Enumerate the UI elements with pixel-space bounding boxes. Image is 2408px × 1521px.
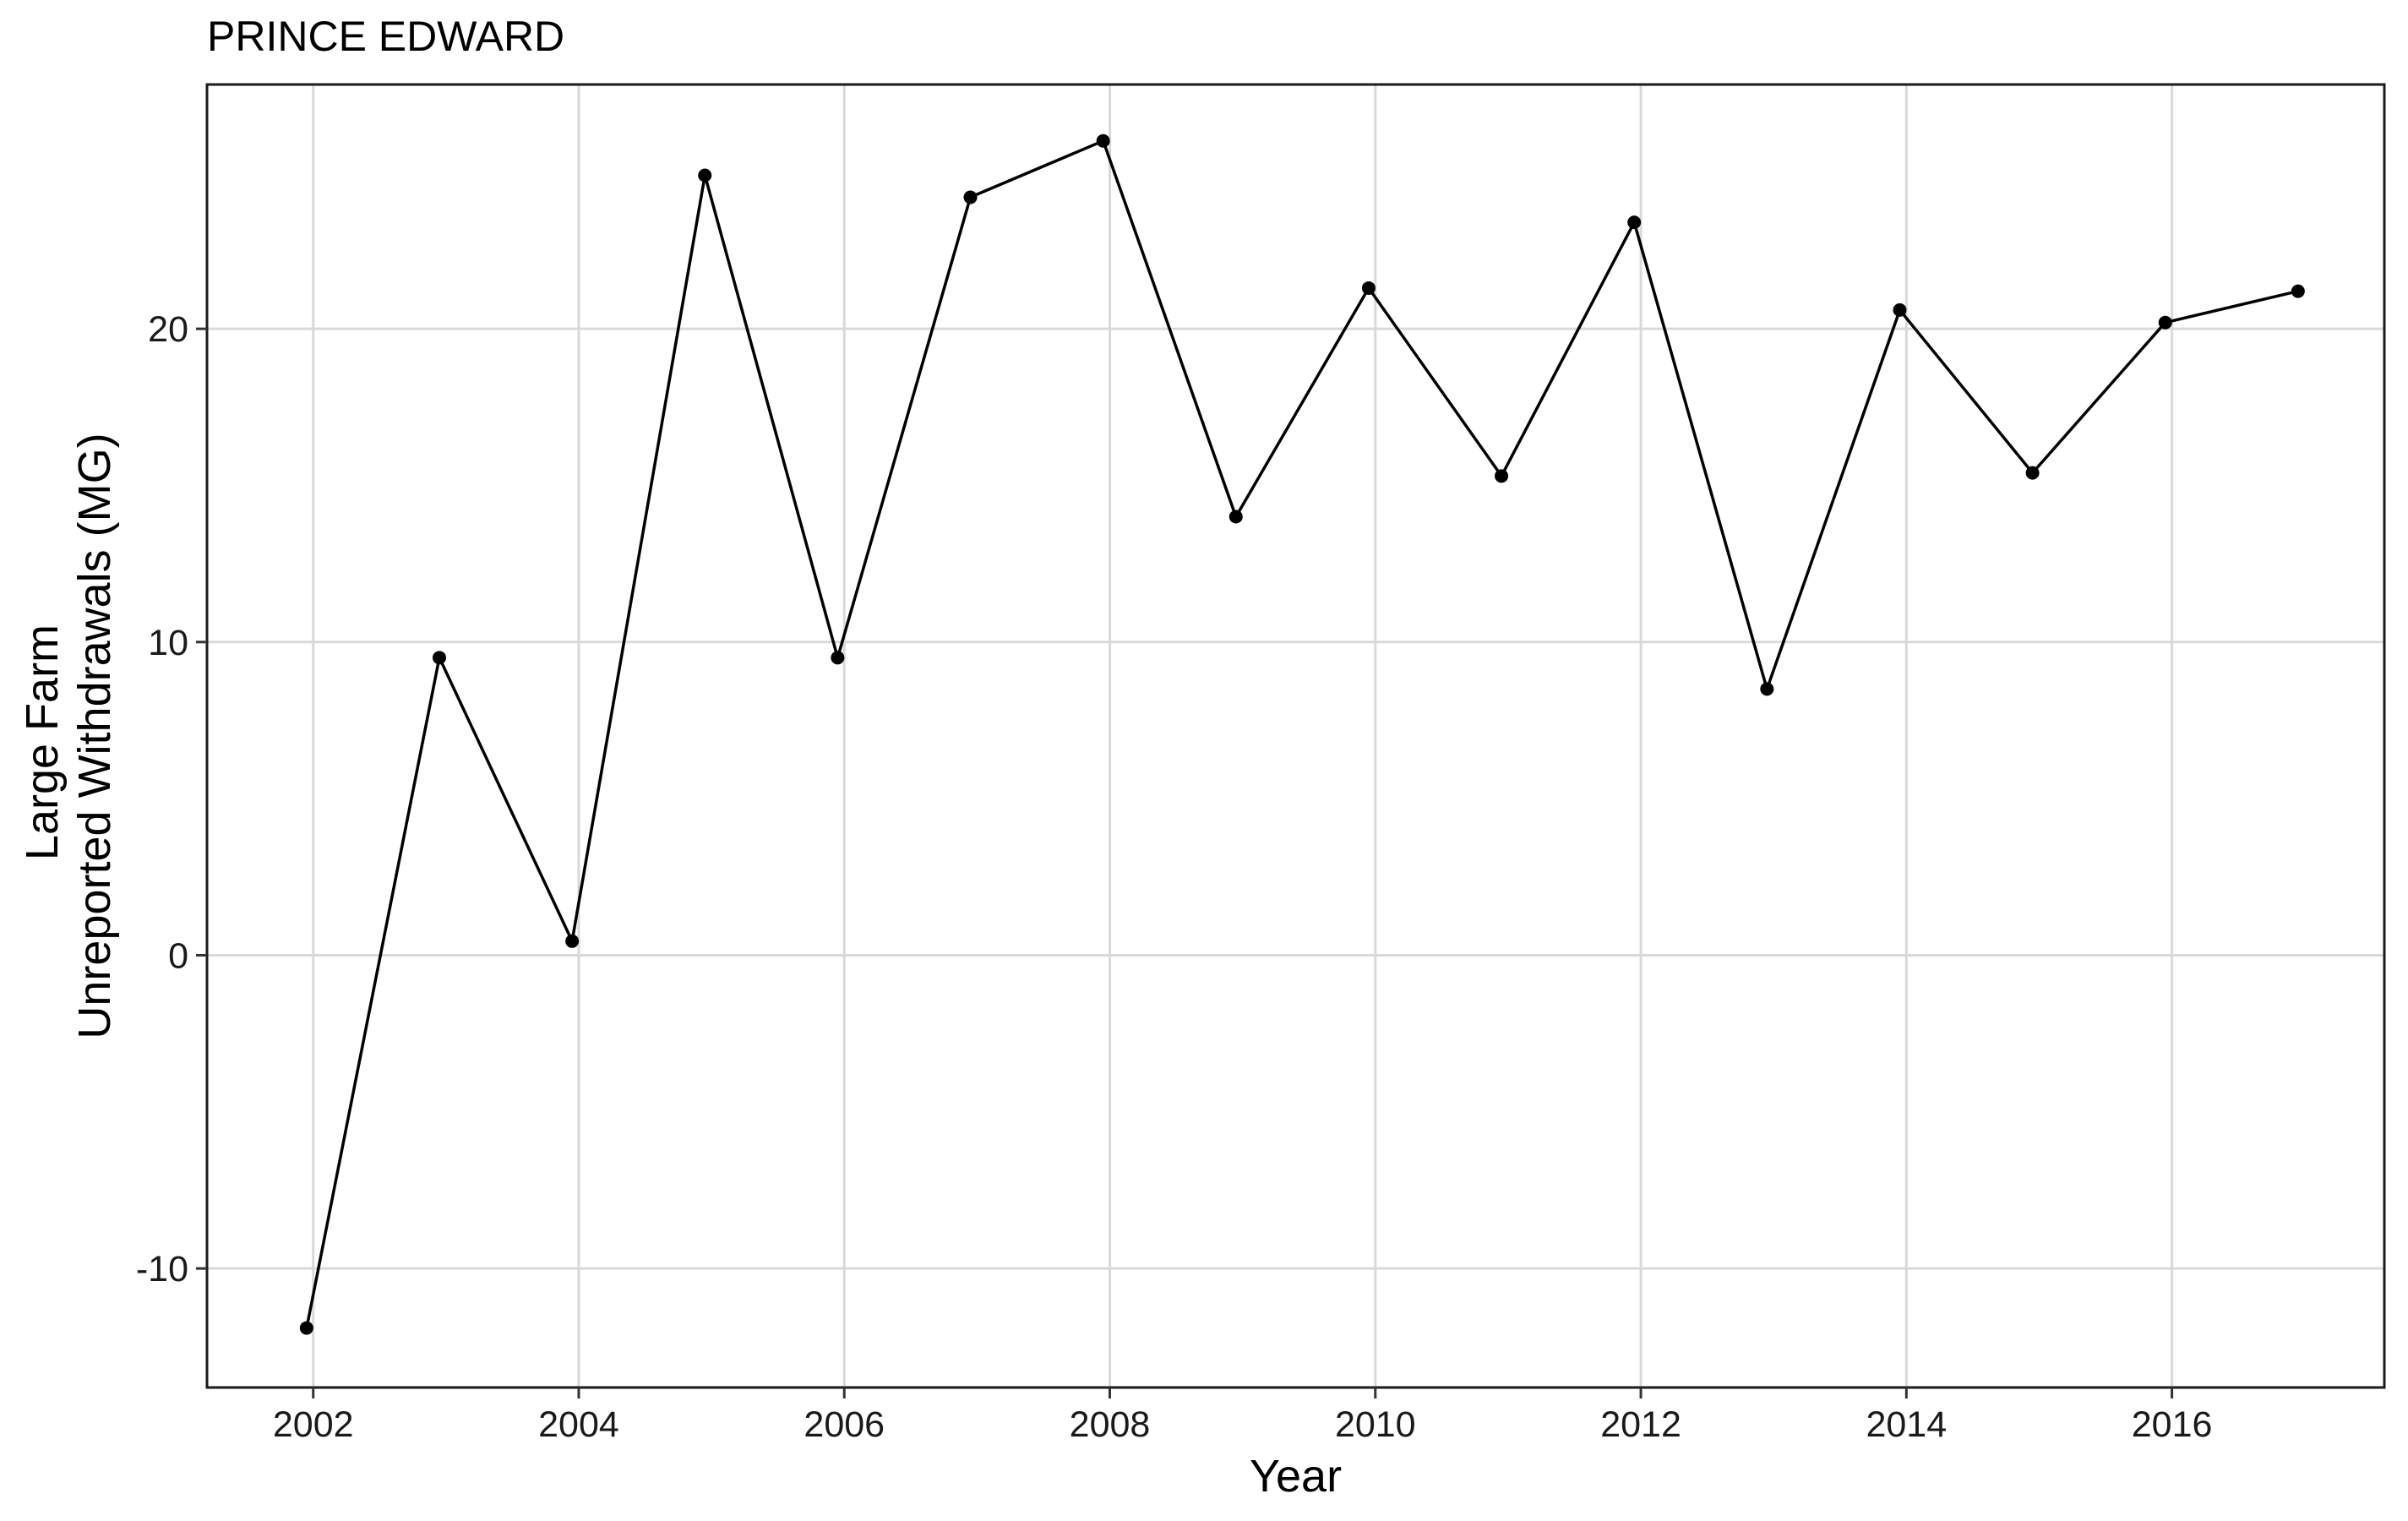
x-axis-title: Year [1250,1451,1342,1502]
x-tick-label: 2008 [1070,1404,1151,1445]
data-point [1096,134,1110,148]
data-point [1361,281,1376,295]
x-tick-label: 2012 [1600,1404,1681,1445]
data-point [1495,469,1509,483]
y-axis-title: Large Farm Unreported Withdrawals (MG) [17,433,120,1039]
y-axis-title-line-1: Large Farm [17,624,68,860]
data-point [1760,682,1774,696]
y-axis-title-line-2: Unreported Withdrawals (MG) [69,433,120,1039]
data-point [2291,284,2305,298]
data-point [432,651,446,665]
axis-ticks [196,327,2174,1398]
grid [207,84,2384,1387]
x-tick-label: 2016 [2132,1404,2213,1445]
y-tick-label: 0 [168,935,188,976]
series-line [305,139,2299,1328]
y-tick-label: 10 [148,623,188,663]
data-point [1229,510,1243,524]
x-tick-label: 2010 [1335,1404,1416,1445]
plot-panel-border [205,83,2386,1389]
data-point [1627,215,1642,230]
data-point [963,190,978,204]
data-point [299,1321,313,1335]
data-point [698,168,712,183]
y-tick-label: -10 [136,1249,188,1289]
data-points [299,134,2305,1335]
data-point [1893,303,1907,317]
chart-title: PRINCE EDWARD [207,13,564,60]
tick-labels: 2002 2004 2006 2008 2010 2012 2014 2016 -10 0 10 20 [136,309,2213,1445]
data-point [2158,315,2172,330]
data-point [565,934,580,948]
series-line-group [305,139,2299,1328]
data-point [2025,466,2040,480]
x-tick-label: 2006 [804,1404,885,1445]
x-tick-label: 2004 [538,1404,619,1445]
y-tick-label: 20 [148,309,188,350]
x-tick-label: 2014 [1866,1404,1947,1445]
data-point [831,651,845,665]
x-tick-label: 2002 [273,1404,354,1445]
